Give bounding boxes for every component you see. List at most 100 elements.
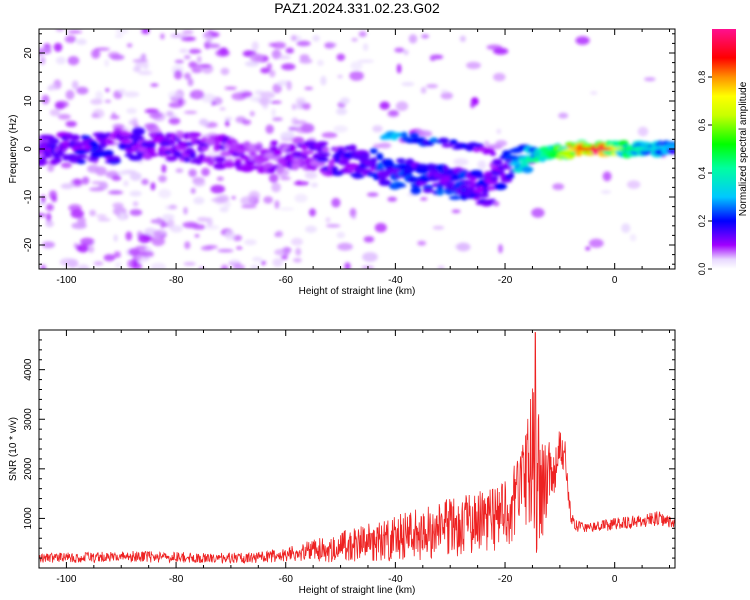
heatmap-cell [234,161,242,168]
heatmap-cell [103,254,116,262]
heatmap-cell [121,127,131,132]
heatmap-cell [396,158,406,163]
y-tick-label: 0 [23,146,34,152]
heatmap-cell [448,195,462,200]
heatmap-cell [486,144,503,150]
snr-y-axis: 1000 2000 3000 4000 [23,329,675,569]
heatmap-cell [150,83,159,87]
heatmap-cell [320,75,327,86]
heatmap-cell [224,86,237,90]
heatmap-cell [291,237,303,246]
heatmap-cell [384,158,393,165]
heatmap-cell [301,102,311,110]
heatmap-cell [49,190,57,200]
heatmap-cell [185,147,194,153]
heatmap-cell [65,120,77,128]
heatmap-cell [426,84,439,89]
heatmap-cell [629,234,637,242]
heatmap-cell [451,209,461,214]
heatmap-cell [171,33,187,38]
heatmap-cell [139,250,154,258]
heatmap-cell [168,117,181,125]
heatmap-cell [249,53,264,63]
heatmap-cell [275,230,283,238]
heatmap-cell [91,49,101,59]
colorbar-tick-label: 0.0 [697,263,707,276]
heatmap-cell [331,197,341,208]
heatmap-cell [49,138,60,145]
heatmap-cell [131,117,138,127]
heatmap-cell [214,156,226,163]
x-tick-label: 0 [612,275,618,286]
heatmap-cell [558,112,569,119]
heatmap-cell [295,97,306,106]
heatmap-cell [490,175,499,181]
heatmap-cell [179,48,189,53]
heatmap-cell [141,178,149,185]
heatmap-cell [207,43,221,49]
heatmap-cell [259,97,270,106]
heatmap-cell [80,237,95,246]
heatmap-cell [351,215,356,220]
heatmap-cell [443,176,451,182]
y-tick-label: 2000 [23,457,34,480]
heatmap-cell [141,53,147,60]
heatmap-cell [268,173,279,183]
heatmap-cell [358,31,367,38]
heatmap-cell [418,176,432,182]
heatmap-cell [59,258,76,267]
heatmap-cell [117,170,128,176]
heatmap-cell [309,165,317,171]
heatmap-cell [71,222,87,230]
heatmap-cell [505,155,520,161]
heatmap-cell [644,77,656,82]
heatmap-cell [352,174,365,179]
heatmap-cell [244,158,256,166]
heatmap-cell [165,155,178,162]
heatmap-cell [45,220,54,228]
heatmap-cell [94,47,111,51]
heatmap-cell [272,52,282,58]
heatmap-cell [89,209,96,217]
heatmap-cell [420,86,427,94]
heatmap-cell [220,67,230,76]
heatmap-cell [229,259,240,264]
heatmap-cell [224,230,236,241]
heatmap-cell [280,176,291,181]
colorbar-tick-label: 0.6 [697,119,707,132]
heatmap-cell [316,141,329,146]
heatmap-cell [201,167,210,177]
heatmap-cell [155,217,163,225]
heatmap-cell [242,119,251,125]
heatmap-cell [198,266,205,269]
heatmap-cell [340,97,350,105]
snr-x-label: Height of straight line (km) [299,585,416,596]
heatmap-cell [73,178,82,186]
heatmap-cell [137,159,144,164]
heatmap-cell [188,48,202,54]
heatmap-cell [70,134,81,142]
heatmap-cell [126,108,137,114]
heatmap-cell [173,69,183,80]
heatmap-cell [336,231,346,239]
heatmap-cell [288,144,296,152]
colorbar-tick-label: 0.4 [697,167,707,180]
heatmap-cell [369,148,378,154]
heatmap-cell [600,190,612,194]
heatmap-cell [128,248,141,256]
x-tick-label: -100 [56,275,76,286]
heatmap-cell [150,262,167,269]
heatmap-cell [119,212,126,221]
heatmap-cell [64,35,77,43]
heatmap-cell [420,197,428,201]
heatmap-cell [162,214,175,220]
heatmap-cell [231,196,236,200]
heatmap-cell [105,88,110,93]
heatmap-cell [316,156,329,163]
heatmap-cell [108,140,115,145]
heatmap-cell [52,157,62,164]
heatmap-cell [280,131,295,140]
heatmap-cell [108,51,120,59]
heatmap-cell [215,49,230,57]
